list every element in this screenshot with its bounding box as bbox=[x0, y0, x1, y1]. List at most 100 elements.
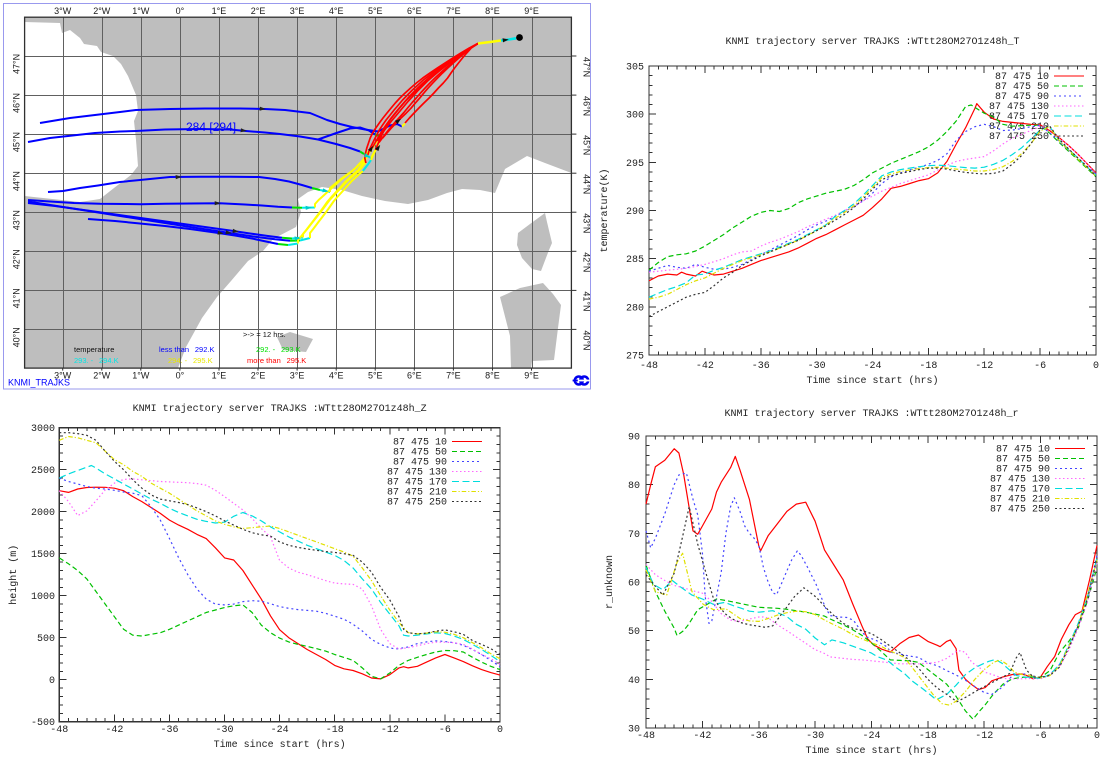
svg-text:-6: -6 bbox=[439, 725, 451, 736]
svg-text:40: 40 bbox=[628, 676, 640, 687]
svg-text:-24: -24 bbox=[862, 731, 880, 742]
svg-text:87 475 10: 87 475 10 bbox=[393, 438, 447, 449]
svg-text:0: 0 bbox=[49, 676, 55, 687]
svg-text:80: 80 bbox=[628, 481, 640, 492]
svg-text:KNMI trajectory server TRAJKS: KNMI trajectory server TRAJKS :WTtt28OM2… bbox=[725, 36, 1019, 48]
svg-text:-48: -48 bbox=[637, 731, 655, 742]
svg-text:Time since start (hrs): Time since start (hrs) bbox=[214, 739, 346, 751]
svg-text:87 475 10: 87 475 10 bbox=[995, 72, 1049, 83]
svg-text:87 475 170: 87 475 170 bbox=[387, 478, 447, 489]
svg-text:87 475 50: 87 475 50 bbox=[995, 82, 1049, 93]
svg-text:9°E: 9°E bbox=[524, 6, 539, 16]
svg-text:87 475 210: 87 475 210 bbox=[387, 488, 447, 499]
svg-text:285: 285 bbox=[626, 255, 644, 266]
svg-text:3°E: 3°E bbox=[290, 6, 305, 16]
svg-text:-42: -42 bbox=[105, 725, 123, 736]
svg-text:0: 0 bbox=[1093, 361, 1099, 372]
svg-text:-30: -30 bbox=[216, 725, 234, 736]
svg-text:2000: 2000 bbox=[31, 508, 55, 519]
svg-text:KNMI trajectory server TRAJKS: KNMI trajectory server TRAJKS :WTtt28OM2… bbox=[724, 408, 1018, 420]
svg-text:87 475 50: 87 475 50 bbox=[996, 455, 1050, 466]
svg-text:1000: 1000 bbox=[31, 592, 55, 603]
svg-text:30: 30 bbox=[628, 725, 640, 736]
svg-text:2°E: 2°E bbox=[251, 371, 266, 381]
svg-text:-48: -48 bbox=[640, 361, 658, 372]
svg-text:42°N: 42°N bbox=[582, 252, 592, 272]
svg-text:1°E: 1°E bbox=[212, 6, 227, 16]
svg-text:-12: -12 bbox=[975, 361, 993, 372]
svg-text:KNMI_TRAJKS: KNMI_TRAJKS bbox=[8, 378, 70, 388]
svg-text:5°E: 5°E bbox=[368, 371, 383, 381]
svg-text:Time since start (hrs): Time since start (hrs) bbox=[805, 745, 937, 757]
svg-text:-36: -36 bbox=[750, 731, 768, 742]
svg-text:8°E: 8°E bbox=[485, 6, 500, 16]
svg-text:1500: 1500 bbox=[31, 550, 55, 561]
svg-text:44°N: 44°N bbox=[582, 174, 592, 194]
svg-text:292. - 293.K: 292. - 293.K bbox=[256, 345, 301, 354]
svg-text:1°W: 1°W bbox=[132, 6, 150, 16]
svg-text:293. - 294.K: 293. - 294.K bbox=[74, 356, 119, 365]
svg-text:87 475 50: 87 475 50 bbox=[393, 448, 447, 459]
svg-text:1°E: 1°E bbox=[212, 371, 227, 381]
svg-text:87 475 90: 87 475 90 bbox=[393, 458, 447, 469]
svg-text:44°N: 44°N bbox=[12, 171, 22, 191]
svg-text:2500: 2500 bbox=[31, 466, 55, 477]
svg-text:-24: -24 bbox=[271, 725, 289, 736]
svg-text:-12: -12 bbox=[381, 725, 399, 736]
svg-text:KNMI trajectory server TRAJKS: KNMI trajectory server TRAJKS :WTtt28OM2… bbox=[133, 403, 427, 415]
svg-text:height (m): height (m) bbox=[8, 545, 20, 605]
svg-text:46°N: 46°N bbox=[12, 93, 22, 113]
svg-text:87 475 250: 87 475 250 bbox=[990, 505, 1050, 516]
svg-text:87 475 130: 87 475 130 bbox=[990, 475, 1050, 486]
svg-text:temperature: temperature bbox=[74, 345, 114, 354]
svg-text:6°E: 6°E bbox=[407, 371, 422, 381]
svg-text:43°N: 43°N bbox=[12, 210, 22, 230]
svg-text:284 [294]: 284 [294] bbox=[186, 120, 236, 134]
svg-text:2°E: 2°E bbox=[251, 6, 266, 16]
svg-text:-12: -12 bbox=[975, 731, 993, 742]
svg-text:8°E: 8°E bbox=[485, 371, 500, 381]
svg-text:1°W: 1°W bbox=[132, 371, 150, 381]
svg-text:60: 60 bbox=[628, 579, 640, 590]
svg-text:3°W: 3°W bbox=[54, 6, 72, 16]
svg-text:-30: -30 bbox=[806, 731, 824, 742]
svg-text:87 475 210: 87 475 210 bbox=[990, 495, 1050, 506]
svg-text:r_unknown: r_unknown bbox=[604, 555, 616, 609]
svg-text:-36: -36 bbox=[160, 725, 178, 736]
svg-text:87 475 90: 87 475 90 bbox=[995, 92, 1049, 103]
svg-text:Time since start (hrs): Time since start (hrs) bbox=[806, 375, 938, 387]
svg-text:-30: -30 bbox=[808, 361, 826, 372]
svg-text:42°N: 42°N bbox=[12, 249, 22, 269]
svg-text:-500: -500 bbox=[31, 718, 55, 729]
svg-text:45°N: 45°N bbox=[12, 132, 22, 152]
svg-text:47°N: 47°N bbox=[12, 54, 22, 74]
svg-text:290: 290 bbox=[626, 207, 644, 218]
svg-text:6°E: 6°E bbox=[407, 6, 422, 16]
svg-text:-48: -48 bbox=[50, 725, 68, 736]
svg-text:87 475 10: 87 475 10 bbox=[996, 445, 1050, 456]
svg-text:41°N: 41°N bbox=[582, 291, 592, 311]
svg-text:275: 275 bbox=[626, 352, 644, 363]
svg-text:0: 0 bbox=[1094, 731, 1100, 742]
svg-text:87 475 210: 87 475 210 bbox=[989, 122, 1049, 133]
svg-text:280: 280 bbox=[626, 303, 644, 314]
svg-text:46°N: 46°N bbox=[582, 96, 592, 116]
svg-text:40°N: 40°N bbox=[12, 327, 22, 347]
svg-text:87 475 250: 87 475 250 bbox=[989, 132, 1049, 143]
svg-text:-36: -36 bbox=[752, 361, 770, 372]
svg-text:3°E: 3°E bbox=[290, 371, 305, 381]
svg-text:294. - 295.K: 294. - 295.K bbox=[168, 356, 213, 365]
svg-text:5°E: 5°E bbox=[368, 6, 383, 16]
svg-text:2°W: 2°W bbox=[93, 371, 111, 381]
svg-text:more than 295.K: more than 295.K bbox=[247, 356, 306, 365]
svg-text:45°N: 45°N bbox=[582, 135, 592, 155]
svg-text:4°E: 4°E bbox=[329, 371, 344, 381]
svg-text:300: 300 bbox=[626, 111, 644, 122]
svg-text:305: 305 bbox=[626, 63, 644, 74]
svg-text:temperature(K): temperature(K) bbox=[599, 168, 611, 252]
svg-text:87 475 170: 87 475 170 bbox=[990, 485, 1050, 496]
svg-text:>-> = 12 hrs.: >-> = 12 hrs. bbox=[243, 330, 286, 339]
svg-text:2°W: 2°W bbox=[93, 6, 111, 16]
svg-text:40°N: 40°N bbox=[582, 330, 592, 350]
svg-text:3000: 3000 bbox=[31, 424, 55, 435]
